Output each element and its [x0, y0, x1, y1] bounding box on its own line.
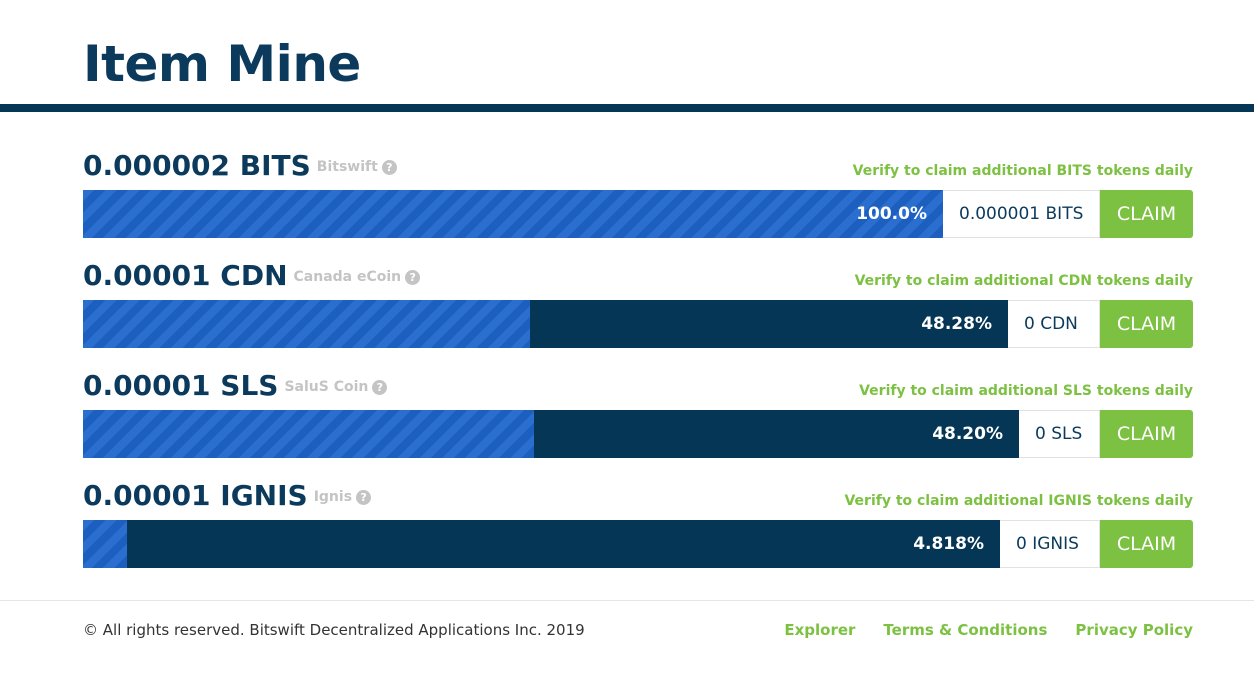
token-row-header: 0.000002 BITS Bitswift? Verify to claim a…: [83, 140, 1193, 190]
progress-row: 4.818% 0 IGNIS CLAIM: [83, 520, 1193, 568]
token-amount: 0.000002 BITS Bitswift?: [83, 148, 397, 185]
balance-display: 0.000001 BITS: [943, 190, 1100, 238]
token-amount: 0.00001 CDN Canada eCoin?: [83, 258, 421, 295]
token-row-header: 0.00001 SLS SaluS Coin? Verify to claim a…: [83, 360, 1193, 410]
coin-name: Canada eCoin: [293, 269, 402, 285]
token-amount-value: 0.00001 CDN: [83, 259, 288, 292]
coin-name: Bitswift: [316, 159, 378, 175]
progress-fill: [83, 520, 128, 568]
progress-bar: 48.28%: [83, 300, 1008, 348]
token-row-bits: 0.000002 BITS Bitswift? Verify to claim a…: [83, 140, 1193, 250]
coin-name: SaluS Coin: [284, 379, 369, 395]
help-icon[interactable]: ?: [356, 489, 372, 505]
footer-link-privacy[interactable]: Privacy Policy: [1075, 621, 1193, 639]
token-row-header: 0.00001 CDN Canada eCoin? Verify to claim…: [83, 250, 1193, 300]
verify-link[interactable]: Verify to claim additional BITS tokens d…: [852, 163, 1193, 179]
claim-button[interactable]: CLAIM: [1100, 300, 1193, 348]
progress-bar: 100.0%: [83, 190, 943, 238]
progress-bar: 48.20%: [83, 410, 1019, 458]
claim-button[interactable]: CLAIM: [1100, 410, 1193, 458]
progress-fill: [83, 190, 943, 238]
progress-row: 48.20% 0 SLS CLAIM: [83, 410, 1193, 458]
token-amount-value: 0.00001 IGNIS: [83, 479, 308, 512]
claim-button[interactable]: CLAIM: [1100, 520, 1193, 568]
token-row-ignis: 0.00001 IGNIS Ignis? Verify to claim addi…: [83, 470, 1193, 580]
balance-display: 0 CDN: [1008, 300, 1100, 348]
footer-links: Explorer Terms & Conditions Privacy Poli…: [756, 621, 1193, 639]
page-footer: © All rights reserved. Bitswift Decentra…: [0, 600, 1254, 695]
token-row-cdn: 0.00001 CDN Canada eCoin? Verify to claim…: [83, 250, 1193, 360]
progress-fill: [83, 300, 530, 348]
page-title: Item Mine: [83, 35, 361, 93]
token-row-sls: 0.00001 SLS SaluS Coin? Verify to claim a…: [83, 360, 1193, 470]
token-amount-value: 0.000002 BITS: [83, 149, 311, 182]
token-row-header: 0.00001 IGNIS Ignis? Verify to claim addi…: [83, 470, 1193, 520]
verify-link[interactable]: Verify to claim additional CDN tokens da…: [854, 273, 1193, 289]
balance-display: 0 SLS: [1019, 410, 1100, 458]
footer-link-terms[interactable]: Terms & Conditions: [883, 621, 1048, 639]
help-icon[interactable]: ?: [381, 159, 397, 175]
progress-percent: 100.0%: [856, 204, 927, 224]
verify-link[interactable]: Verify to claim additional SLS tokens da…: [859, 383, 1193, 399]
progress-bar: 4.818%: [83, 520, 1000, 568]
token-amount: 0.00001 IGNIS Ignis?: [83, 478, 372, 515]
claim-button[interactable]: CLAIM: [1100, 190, 1193, 238]
page-header: Item Mine: [0, 0, 1254, 112]
token-amount-value: 0.00001 SLS: [83, 369, 279, 402]
copyright-text: © All rights reserved. Bitswift Decentra…: [83, 621, 585, 639]
progress-row: 48.28% 0 CDN CLAIM: [83, 300, 1193, 348]
footer-link-explorer[interactable]: Explorer: [784, 621, 856, 639]
coin-name: Ignis: [313, 489, 353, 505]
help-icon[interactable]: ?: [372, 379, 388, 395]
token-list: 0.000002 BITS Bitswift? Verify to claim a…: [83, 140, 1193, 580]
progress-fill: [83, 410, 535, 458]
help-icon[interactable]: ?: [405, 269, 421, 285]
progress-row: 100.0% 0.000001 BITS CLAIM: [83, 190, 1193, 238]
balance-display: 0 IGNIS: [1000, 520, 1100, 568]
progress-percent: 4.818%: [913, 534, 984, 554]
verify-link[interactable]: Verify to claim additional IGNIS tokens …: [844, 493, 1193, 509]
progress-percent: 48.20%: [932, 424, 1003, 444]
progress-percent: 48.28%: [921, 314, 992, 334]
token-amount: 0.00001 SLS SaluS Coin?: [83, 368, 388, 405]
